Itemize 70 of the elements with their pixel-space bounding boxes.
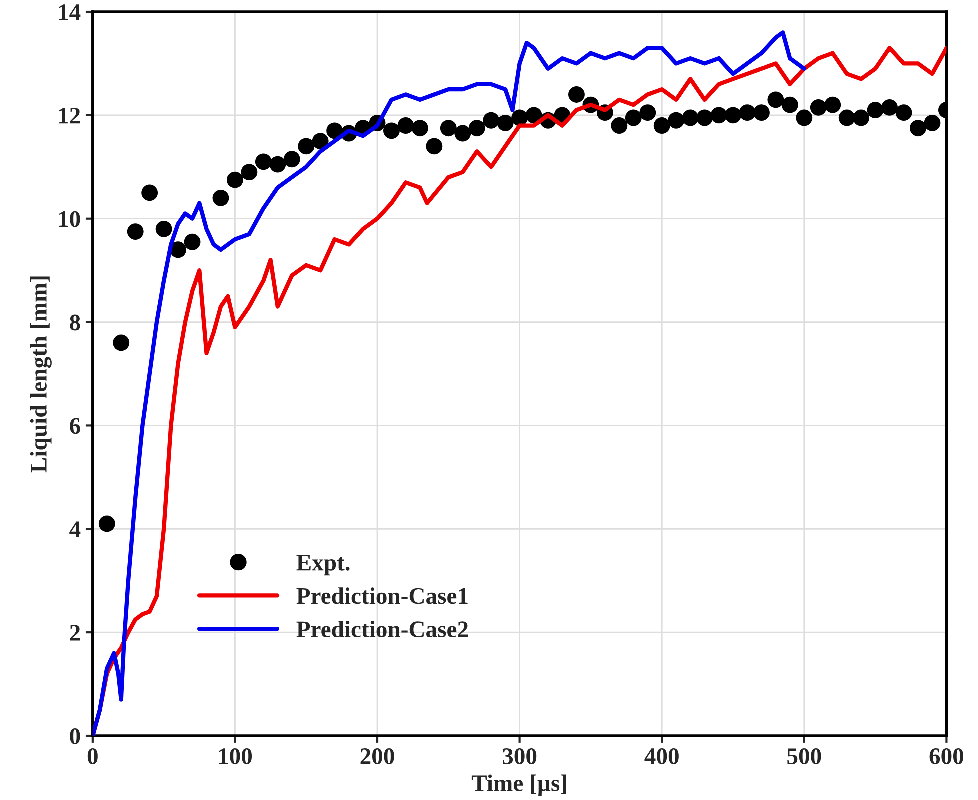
y-tick-label: 14 xyxy=(59,4,81,20)
point xyxy=(113,334,130,352)
point xyxy=(127,224,144,240)
line-series xyxy=(92,30,806,736)
point xyxy=(668,112,685,129)
point xyxy=(838,110,856,126)
point xyxy=(568,86,585,103)
point xyxy=(255,154,272,170)
point xyxy=(212,190,230,206)
point xyxy=(384,122,400,140)
point xyxy=(312,133,329,150)
point xyxy=(142,184,158,202)
x-tick-label: 300 xyxy=(502,748,537,764)
point xyxy=(640,104,656,122)
point xyxy=(782,96,798,114)
point xyxy=(853,110,870,126)
point xyxy=(768,92,784,108)
point xyxy=(910,120,926,137)
x-tick-label: 0 xyxy=(88,748,98,764)
point xyxy=(483,112,500,129)
y-tick-label: 6 xyxy=(70,418,80,434)
point xyxy=(725,107,742,124)
x-tick-label: 400 xyxy=(644,748,679,764)
point xyxy=(710,107,728,124)
point xyxy=(241,164,258,181)
y-tick-label: 10 xyxy=(59,211,80,228)
point xyxy=(654,118,670,134)
legend-label: Prediction-Case2 xyxy=(296,620,468,638)
point xyxy=(156,220,172,238)
point xyxy=(810,99,827,116)
x-tick-label: 100 xyxy=(219,748,252,764)
point xyxy=(824,96,842,114)
point xyxy=(412,120,428,137)
y-tick-label: 2 xyxy=(70,625,80,641)
point xyxy=(184,234,201,250)
point xyxy=(625,110,642,126)
point xyxy=(468,120,486,137)
x-tick-label: 200 xyxy=(360,748,394,764)
point xyxy=(739,104,756,122)
point xyxy=(298,138,315,155)
point xyxy=(170,242,187,258)
legend-label: Expt. xyxy=(296,555,350,576)
point xyxy=(754,104,770,122)
point xyxy=(426,138,443,155)
point xyxy=(796,110,813,126)
y-tick-label: 12 xyxy=(59,108,80,124)
point xyxy=(682,110,699,126)
point xyxy=(98,516,116,532)
y-tick-label: 0 xyxy=(70,728,80,744)
x-tick-label: 600 xyxy=(930,748,964,764)
point xyxy=(867,102,884,118)
point xyxy=(896,104,912,122)
point xyxy=(440,120,457,137)
point xyxy=(526,107,542,124)
point xyxy=(454,125,472,142)
point xyxy=(270,156,286,173)
x-tick-label: 500 xyxy=(788,748,822,764)
point xyxy=(398,118,414,134)
legend-label: Prediction-Case1 xyxy=(296,588,468,604)
point xyxy=(696,110,714,126)
y-tick-label: 4 xyxy=(70,522,81,538)
x-axis-title: Time [µs] xyxy=(472,774,566,796)
y-tick-label: 8 xyxy=(70,314,80,331)
point xyxy=(882,99,898,116)
point xyxy=(497,114,514,132)
y-axis-title: Liquid length [mm] xyxy=(30,276,52,473)
point xyxy=(226,172,244,188)
point xyxy=(611,118,628,134)
point xyxy=(924,114,941,132)
point xyxy=(284,151,300,168)
